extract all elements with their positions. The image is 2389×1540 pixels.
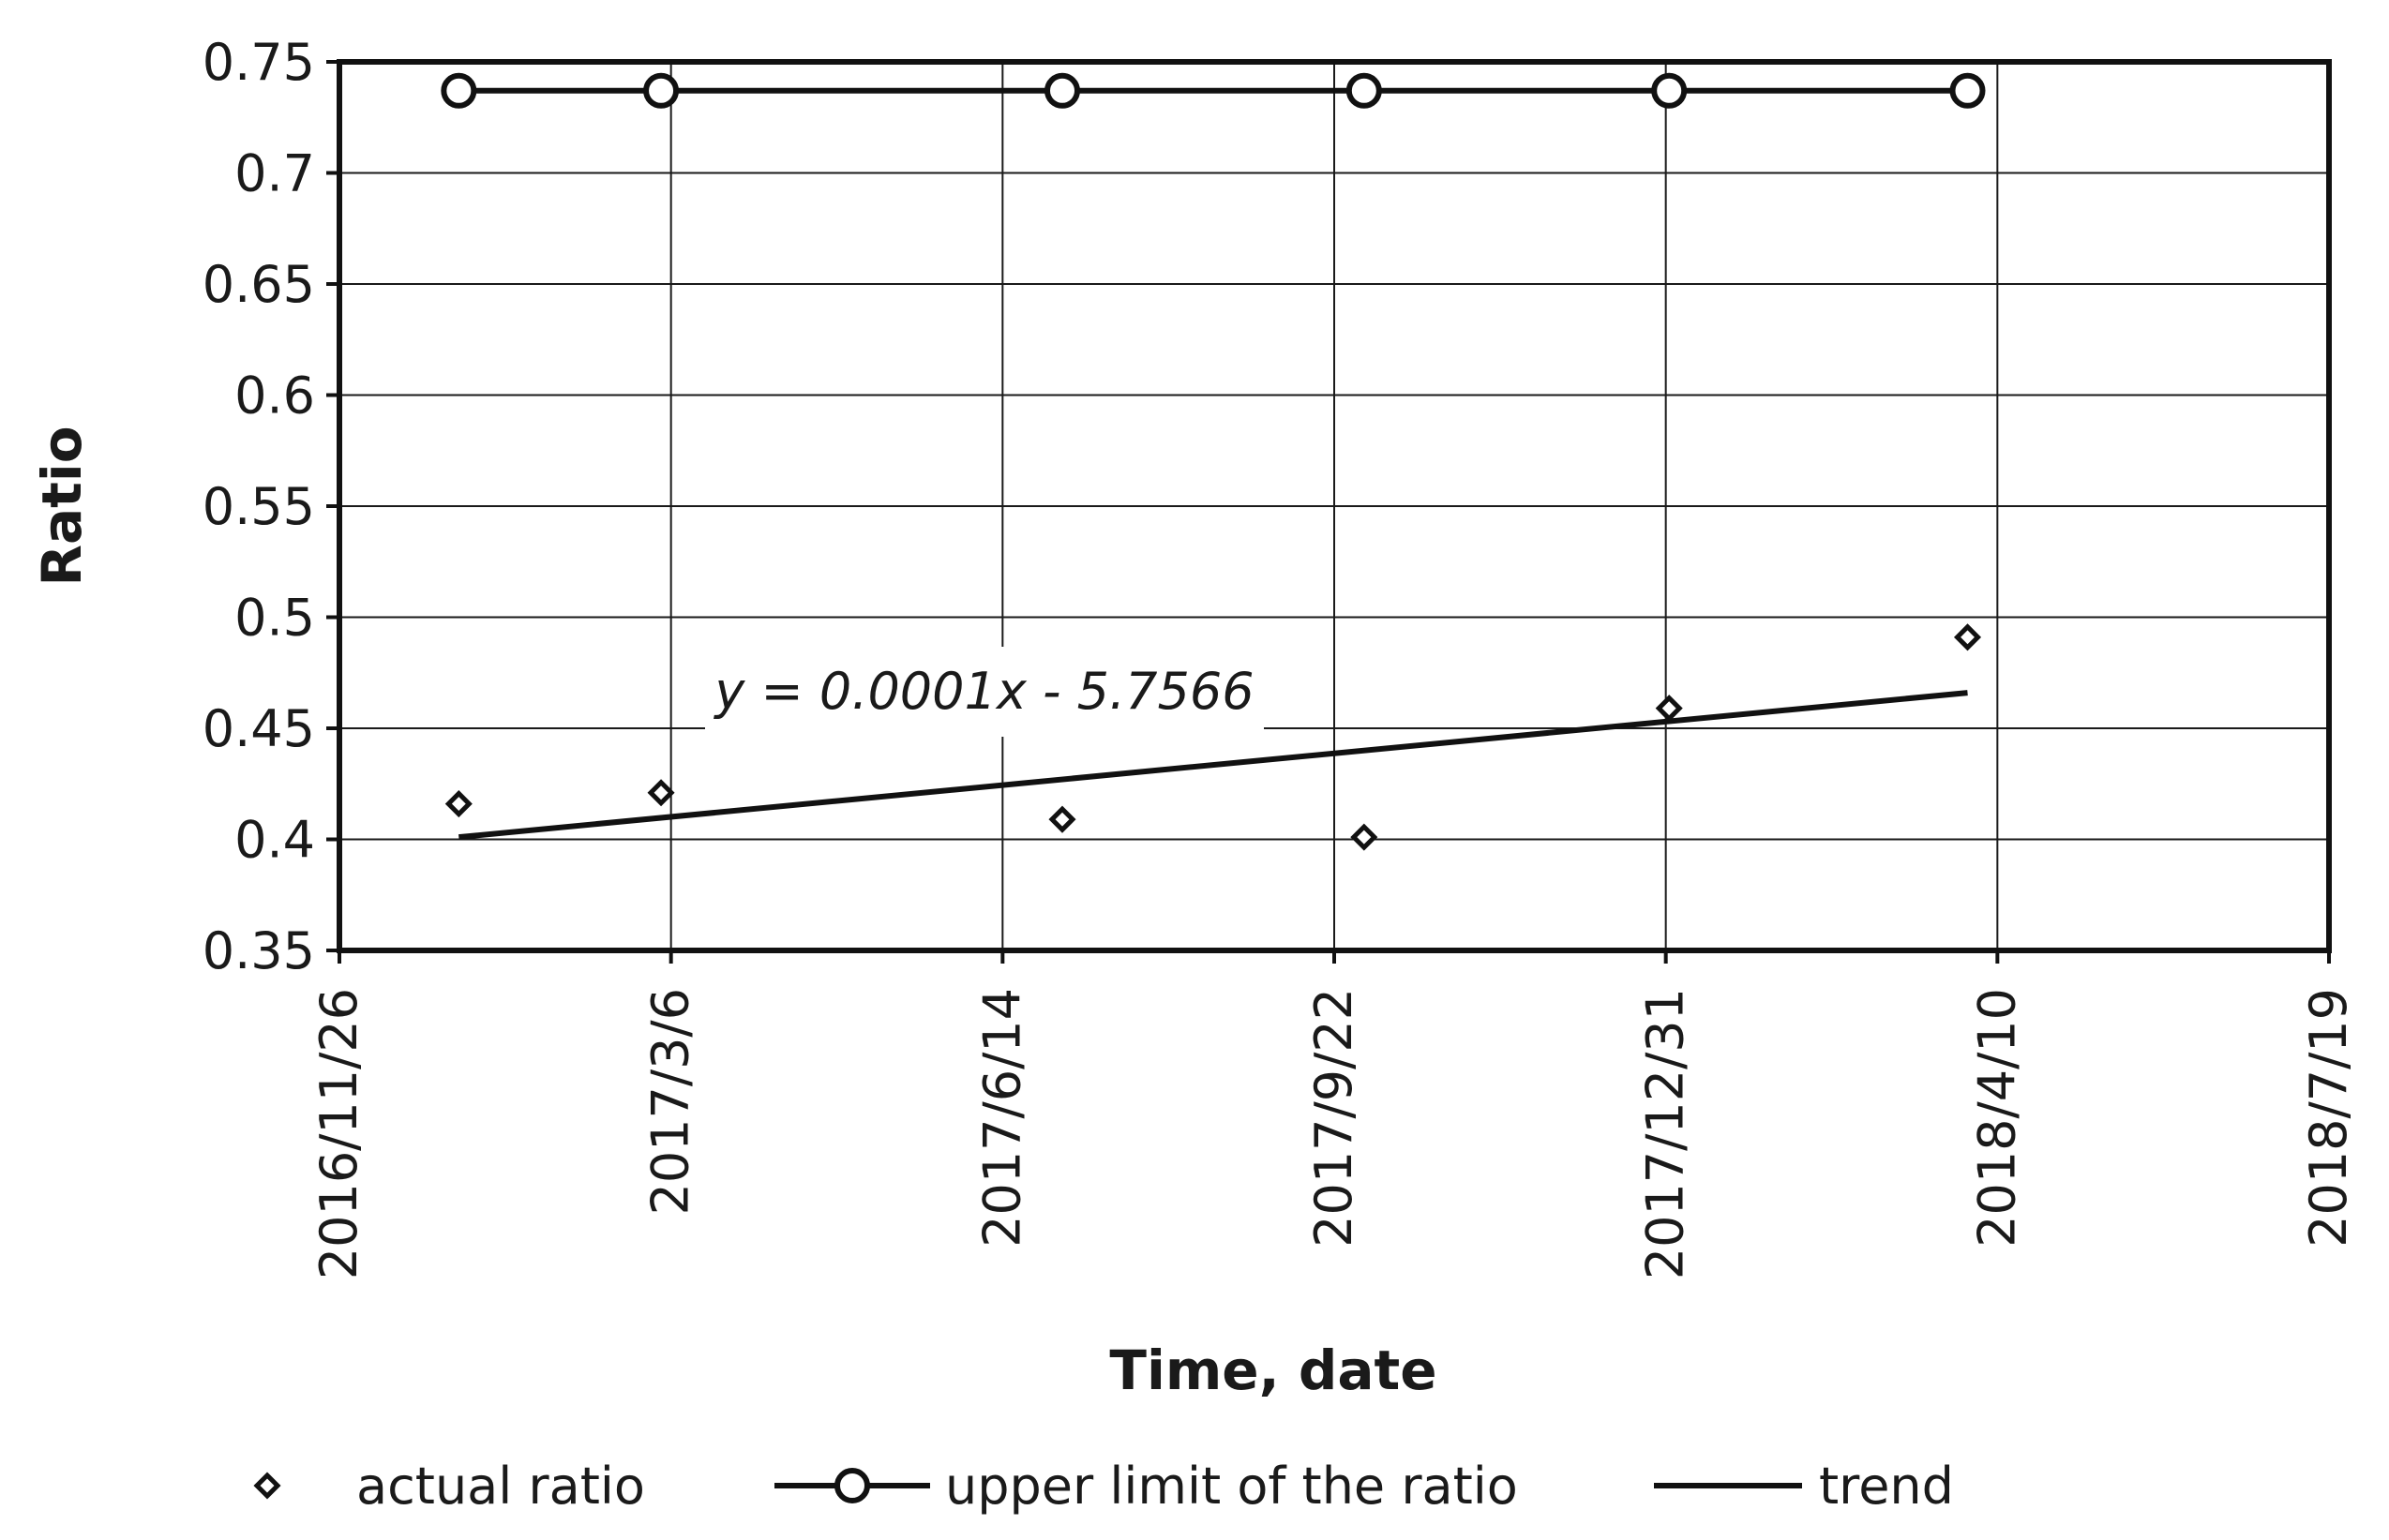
- x-tick-label: 2016/11/26: [309, 988, 368, 1279]
- y-tick-label: 0.5: [234, 589, 315, 648]
- upper-limit-of-the-ratio-point: [1345, 72, 1382, 109]
- y-axis-title: Ratio: [30, 426, 94, 586]
- y-tick-label: 0.75: [203, 33, 315, 92]
- actual-ratio-point: [444, 790, 473, 818]
- x-tick-label: 2017/3/6: [641, 988, 700, 1216]
- legend-upper-limit-symbol: [834, 1468, 870, 1503]
- legend-upper-limit-label: upper limit of the ratio: [945, 1457, 1518, 1516]
- x-tick-label: 2018/4/10: [1967, 988, 2026, 1248]
- legend-trend-label: trend: [1819, 1457, 1954, 1516]
- legend-actual-ratio-label: actual ratio: [356, 1457, 645, 1516]
- grid-lines: [326, 60, 2331, 964]
- actual-ratio-point: [1048, 805, 1076, 833]
- x-tick-label: 2017/12/31: [1636, 988, 1695, 1279]
- x-axis-title: Time, date: [1109, 1338, 1436, 1402]
- y-tick-label: 0.4: [234, 811, 315, 870]
- upper-limit-of-the-ratio-point: [1949, 72, 1986, 109]
- y-tick-label: 0.6: [234, 366, 315, 426]
- y-tick-labels: 0.35 0.4 0.45 0.5 0.55 0.6 0.65 0.7 0.75: [203, 33, 315, 980]
- trend-line: [458, 690, 1968, 841]
- plot-frame: [337, 59, 2332, 953]
- upper-limit-of-the-ratio-point: [1044, 72, 1080, 109]
- x-tick-label: 2018/7/19: [2299, 988, 2358, 1248]
- y-tick-label: 0.7: [234, 144, 315, 203]
- trend-equation: y = 0.0001x - 5.7566: [705, 647, 1264, 737]
- plot-series: [441, 72, 1986, 851]
- x-tick-label: 2017/9/22: [1304, 988, 1363, 1248]
- equation-background: [705, 647, 1264, 737]
- legend: actual ratio upper limit of the ratio tren…: [253, 1457, 1954, 1516]
- y-tick-label: 0.35: [203, 921, 315, 980]
- legend-actual-ratio-symbol: [253, 1472, 281, 1500]
- upper-limit-of-the-ratio-point: [643, 72, 680, 109]
- y-tick-label: 0.55: [203, 477, 315, 536]
- trend-equation-text: y = 0.0001x - 5.7566: [713, 662, 1254, 721]
- upper-limit-of-the-ratio-point: [1651, 72, 1688, 109]
- x-tick-label: 2017/6/14: [972, 988, 1031, 1248]
- x-tick-labels: 2016/11/26 2017/3/6 2017/6/14 2017/9/22 2017…: [309, 988, 2358, 1279]
- actual-ratio-point: [647, 779, 675, 807]
- actual-ratio-point: [1350, 823, 1378, 851]
- y-tick-label: 0.65: [203, 255, 315, 314]
- upper-limit-of-the-ratio-point: [441, 72, 477, 109]
- actual-ratio-point: [1953, 623, 1982, 651]
- y-tick-label: 0.45: [203, 699, 315, 758]
